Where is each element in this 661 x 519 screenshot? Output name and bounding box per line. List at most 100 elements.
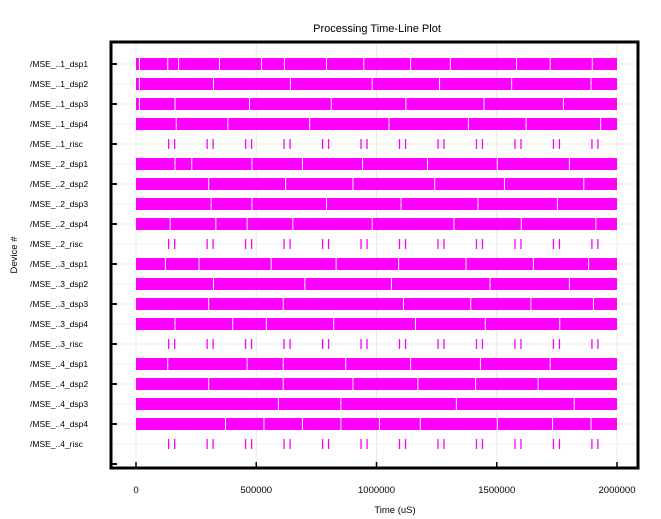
busy-bar (136, 258, 617, 270)
risc-event (591, 339, 593, 349)
risc-event (443, 339, 445, 349)
risc-event (437, 339, 439, 349)
risc-event (206, 439, 208, 449)
busy-gap (405, 98, 407, 110)
busy-gap (591, 58, 593, 70)
risc-event (212, 339, 214, 349)
busy-gap (568, 278, 570, 290)
busy-gap (390, 278, 392, 290)
x-tick-label: 2000000 (599, 485, 636, 496)
x-tick-label: 1000000 (358, 485, 395, 496)
busy-gap (263, 418, 265, 430)
busy-gap (169, 218, 171, 230)
risc-event (212, 239, 214, 249)
risc-event (289, 339, 291, 349)
busy-gap (282, 298, 284, 310)
busy-bar (136, 378, 617, 390)
risc-event (558, 439, 561, 449)
busy-gap (388, 118, 390, 130)
busy-gap (362, 158, 364, 170)
risc-event (591, 439, 593, 449)
row-label: /MSE_..3_dsp4 (30, 319, 88, 329)
risc-event (404, 439, 407, 449)
risc-event (250, 439, 253, 449)
busy-gap (467, 118, 469, 130)
busy-gap (325, 198, 327, 210)
risc-event (591, 239, 593, 249)
risc-event (443, 439, 445, 449)
row-label: /MSE_..1_dsp4 (30, 119, 88, 129)
busy-gap (333, 318, 335, 330)
busy-gap (208, 178, 210, 190)
busy-gap (174, 318, 176, 330)
risc-event (173, 439, 176, 449)
busy-gap (400, 198, 402, 210)
risc-event (404, 139, 407, 149)
busy-gap (484, 318, 486, 330)
risc-event (552, 439, 555, 449)
risc-event (398, 239, 401, 249)
busy-gap (427, 158, 429, 170)
busy-gap (410, 358, 412, 370)
risc-event (360, 139, 362, 149)
busy-gap (215, 218, 217, 230)
busy-bar (136, 278, 617, 290)
busy-gap (352, 378, 354, 390)
risc-event (398, 339, 401, 349)
risc-event (360, 339, 362, 349)
busy-gap (232, 318, 234, 330)
risc-event (289, 239, 291, 249)
busy-gap (164, 258, 166, 270)
busy-gap (340, 418, 342, 430)
busy-gap (434, 178, 436, 190)
row-label: /MSE_..2_risc (30, 239, 84, 249)
risc-event (167, 339, 170, 349)
busy-gap (453, 218, 455, 230)
busy-bar (136, 78, 617, 90)
busy-gap (167, 58, 169, 70)
busy-gap (210, 198, 212, 210)
row-label: /MSE_..4_risc (30, 439, 84, 449)
risc-event (327, 339, 330, 349)
risc-event (481, 439, 484, 449)
busy-bar (136, 198, 617, 210)
risc-event (481, 239, 484, 249)
risc-event (327, 439, 330, 449)
busy-gap (191, 158, 193, 170)
risc-event (443, 239, 445, 249)
row-label: /MSE_..3_dsp1 (30, 259, 88, 269)
busy-gap (595, 218, 597, 230)
busy-gap (483, 98, 485, 110)
busy-gap (138, 78, 140, 90)
risc-event (327, 139, 330, 149)
busy-gap (552, 418, 554, 430)
busy-gap (568, 158, 570, 170)
busy-gap (138, 58, 140, 70)
row-label: /MSE_..3_dsp3 (30, 299, 88, 309)
risc-event (514, 139, 516, 149)
row-label: /MSE_..2_dsp4 (30, 219, 88, 229)
busy-gap (198, 258, 200, 270)
busy-gap (285, 178, 287, 190)
risc-event (443, 139, 445, 149)
busy-gap (174, 98, 176, 110)
risc-event (173, 239, 176, 249)
risc-event (321, 339, 324, 349)
risc-event (206, 339, 208, 349)
busy-gap (292, 218, 294, 230)
busy-gap (573, 398, 575, 410)
busy-gap (556, 198, 558, 210)
risc-event (289, 439, 291, 449)
busy-gap (208, 298, 210, 310)
busy-gap (525, 118, 527, 130)
risc-event (520, 139, 522, 149)
risc-event (366, 239, 368, 249)
risc-event (475, 239, 478, 249)
busy-gap (549, 58, 551, 70)
busy-gap (417, 378, 419, 390)
risc-event (475, 339, 478, 349)
busy-gap (378, 418, 380, 430)
busy-gap (224, 418, 226, 430)
busy-gap (515, 58, 517, 70)
busy-gap (402, 298, 404, 310)
